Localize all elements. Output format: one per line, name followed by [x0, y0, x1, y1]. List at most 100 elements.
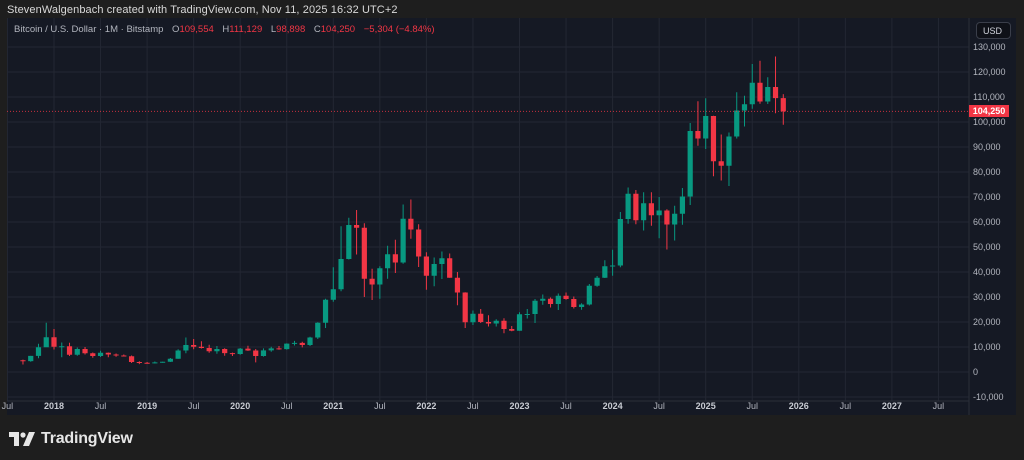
- candle[interactable]: [602, 260, 608, 278]
- candle[interactable]: [66, 342, 73, 356]
- candle[interactable]: [695, 101, 701, 146]
- candle[interactable]: [35, 343, 42, 359]
- candle[interactable]: [485, 315, 492, 327]
- candle[interactable]: [516, 312, 523, 331]
- candle[interactable]: [555, 293, 561, 311]
- price-chart-plot[interactable]: [7, 18, 970, 415]
- candle[interactable]: [470, 310, 476, 326]
- candle[interactable]: [105, 352, 111, 358]
- candle[interactable]: [687, 123, 693, 205]
- candle[interactable]: [222, 348, 228, 356]
- candle[interactable]: [245, 345, 251, 351]
- candle[interactable]: [664, 209, 670, 250]
- candle[interactable]: [679, 188, 686, 225]
- candle[interactable]: [509, 326, 515, 332]
- candle[interactable]: [431, 257, 437, 287]
- candle[interactable]: [338, 226, 344, 292]
- chart-panel[interactable]: Bitcoin / U.S. Dollar · 1M · Bitstamp O1…: [2, 18, 1016, 415]
- candle[interactable]: [51, 329, 57, 350]
- candle[interactable]: [43, 322, 49, 348]
- candle[interactable]: [501, 318, 507, 334]
- candle[interactable]: [268, 346, 274, 352]
- candle[interactable]: [113, 353, 119, 357]
- candlestick-chart[interactable]: [7, 18, 1016, 415]
- candle[interactable]: [703, 98, 709, 149]
- candle[interactable]: [346, 217, 352, 260]
- candle[interactable]: [610, 249, 616, 276]
- candle[interactable]: [167, 358, 173, 362]
- candle[interactable]: [237, 348, 243, 355]
- candle[interactable]: [74, 347, 80, 356]
- candle[interactable]: [59, 342, 65, 358]
- candle[interactable]: [656, 197, 662, 239]
- candle[interactable]: [749, 64, 755, 109]
- currency-button[interactable]: USD: [976, 22, 1011, 39]
- candle[interactable]: [765, 77, 771, 104]
- candle[interactable]: [594, 276, 600, 287]
- candle[interactable]: [361, 223, 367, 297]
- candle[interactable]: [625, 187, 631, 224]
- candle[interactable]: [175, 349, 181, 359]
- candle[interactable]: [454, 272, 461, 306]
- candle[interactable]: [532, 299, 538, 323]
- candle[interactable]: [423, 252, 429, 290]
- candle[interactable]: [772, 56, 779, 114]
- candle[interactable]: [408, 199, 414, 239]
- candle[interactable]: [369, 268, 375, 300]
- candle[interactable]: [229, 352, 236, 356]
- candle[interactable]: [28, 355, 34, 362]
- candle[interactable]: [291, 340, 298, 346]
- candle[interactable]: [315, 322, 321, 339]
- candle[interactable]: [20, 359, 26, 365]
- candle[interactable]: [734, 92, 740, 139]
- candle[interactable]: [82, 347, 88, 355]
- candle[interactable]: [253, 349, 259, 363]
- candle[interactable]: [299, 341, 305, 348]
- candle[interactable]: [648, 192, 654, 226]
- candle[interactable]: [330, 267, 336, 302]
- candle[interactable]: [160, 361, 166, 363]
- candle[interactable]: [191, 339, 197, 350]
- candle[interactable]: [183, 337, 189, 354]
- candle[interactable]: [284, 343, 290, 350]
- candle[interactable]: [741, 95, 748, 127]
- candle[interactable]: [780, 94, 786, 125]
- candle[interactable]: [578, 303, 585, 310]
- candle[interactable]: [547, 297, 554, 308]
- candle[interactable]: [710, 115, 717, 177]
- candle[interactable]: [214, 346, 220, 354]
- candle[interactable]: [462, 292, 468, 328]
- candle[interactable]: [641, 192, 647, 231]
- candle[interactable]: [392, 239, 398, 273]
- candle[interactable]: [90, 352, 96, 358]
- candle[interactable]: [128, 355, 135, 364]
- candle[interactable]: [206, 344, 212, 353]
- candle[interactable]: [152, 361, 158, 364]
- candle[interactable]: [563, 292, 569, 300]
- candle[interactable]: [493, 319, 499, 327]
- candle[interactable]: [276, 346, 282, 350]
- candle[interactable]: [757, 60, 763, 104]
- candle[interactable]: [136, 361, 142, 365]
- candle[interactable]: [144, 362, 150, 364]
- candle[interactable]: [672, 205, 678, 241]
- candle[interactable]: [322, 298, 329, 328]
- candle[interactable]: [540, 294, 546, 305]
- candle[interactable]: [478, 309, 484, 323]
- candle[interactable]: [726, 132, 732, 187]
- candle[interactable]: [377, 266, 383, 299]
- candle[interactable]: [416, 224, 422, 267]
- candle[interactable]: [524, 309, 530, 319]
- candle[interactable]: [400, 204, 406, 264]
- candle[interactable]: [198, 341, 205, 349]
- candle[interactable]: [353, 210, 360, 255]
- candle[interactable]: [633, 190, 639, 225]
- candle[interactable]: [385, 245, 391, 279]
- candle[interactable]: [307, 336, 313, 346]
- candle[interactable]: [617, 212, 623, 268]
- candle[interactable]: [718, 134, 724, 181]
- candle[interactable]: [447, 253, 453, 278]
- candle[interactable]: [260, 348, 267, 357]
- candle[interactable]: [586, 284, 592, 306]
- candle[interactable]: [121, 354, 127, 357]
